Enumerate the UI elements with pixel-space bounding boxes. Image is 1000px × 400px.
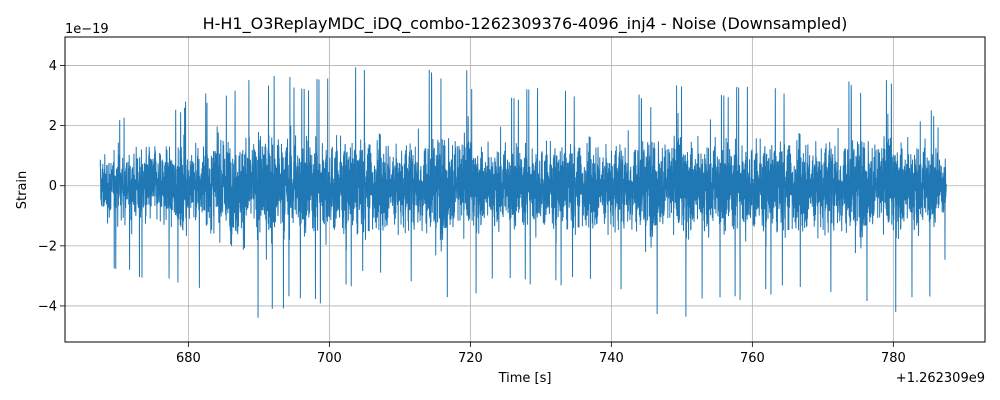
- y-axis-ticks: −4 −2 0 2 4: [38, 59, 65, 314]
- y-tick-label: −2: [38, 239, 57, 254]
- plot-frame: [64, 36, 986, 343]
- x-offset-label: +1.262309e9: [896, 371, 985, 386]
- data-series-line: [99, 67, 947, 318]
- y-axis-label: Strain: [15, 171, 30, 210]
- y-tick-label: 2: [49, 119, 57, 134]
- x-tick-label: 780: [881, 351, 906, 366]
- x-tick-label: 740: [599, 351, 624, 366]
- x-tick-label: 680: [176, 351, 201, 366]
- y-tick-label: −4: [38, 299, 57, 314]
- x-tick-label: 720: [458, 351, 483, 366]
- x-axis-ticks: 680 700 720 740 760 780: [176, 342, 906, 366]
- y-tick-label: 0: [49, 179, 57, 194]
- x-tick-label: 700: [317, 351, 342, 366]
- y-tick-label: 4: [49, 59, 57, 74]
- y-exponent-label: 1e−19: [65, 22, 109, 37]
- x-axis-label: Time [s]: [498, 371, 552, 386]
- x-tick-label: 760: [740, 351, 765, 366]
- chart-title: H-H1_O3ReplayMDC_iDQ_combo-1262309376-40…: [203, 14, 848, 34]
